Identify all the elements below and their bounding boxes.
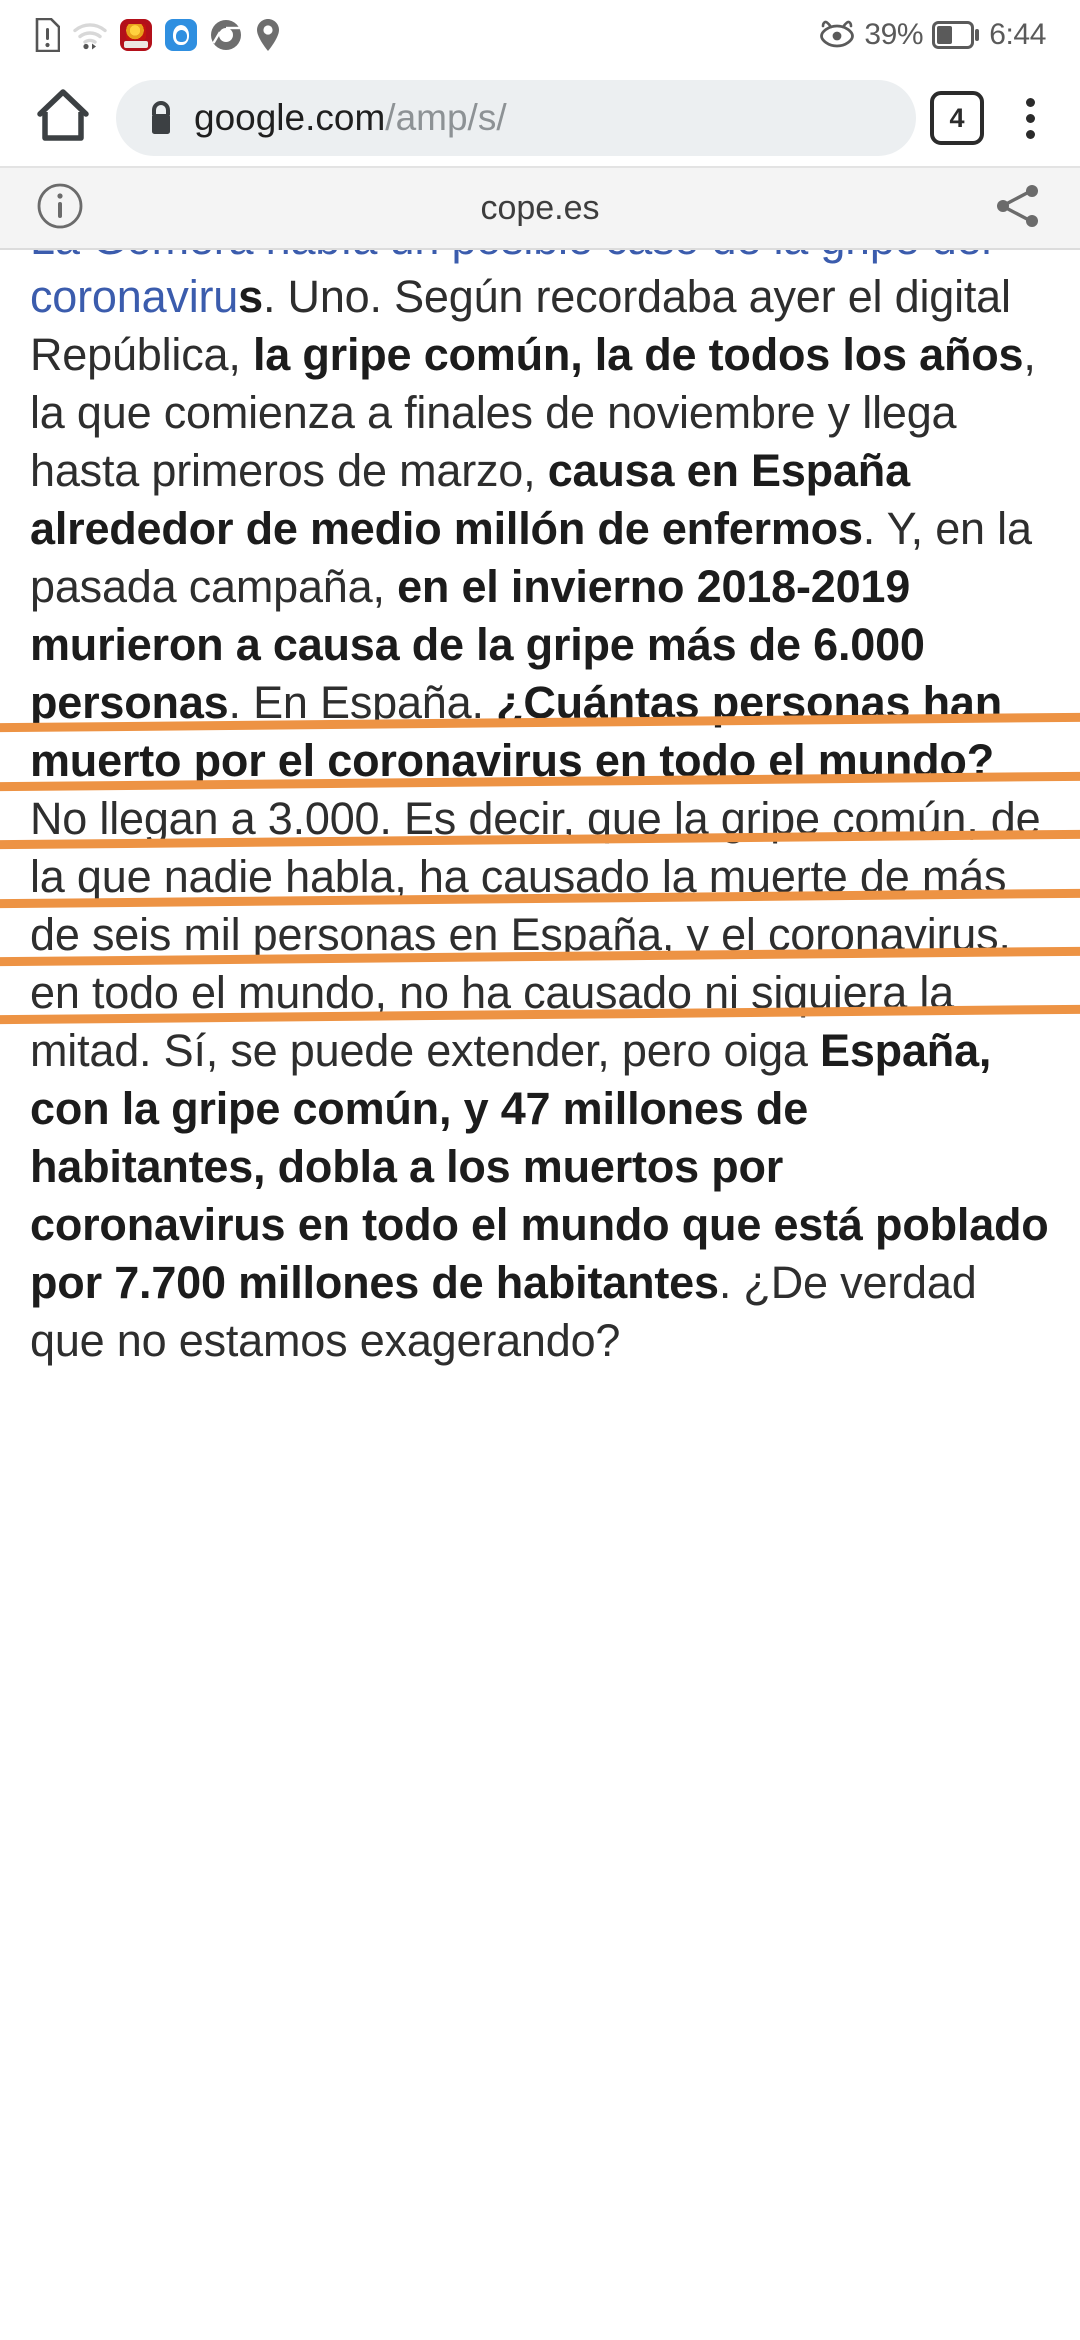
amp-viewer-bar: cope.es xyxy=(0,166,1080,250)
article-paragraph: La Gomera había un posible caso de la gr… xyxy=(30,250,1050,1370)
home-icon xyxy=(36,88,90,149)
lock-icon xyxy=(146,99,176,137)
status-bar-right: 39% 6:44 xyxy=(819,18,1046,52)
status-bar: 39% 6:44 xyxy=(0,0,1080,70)
article-content: La Gomera había un posible caso de la gr… xyxy=(0,250,1080,2340)
battery-percent: 39% xyxy=(864,18,924,51)
article-segment-normal: . Uno. Según recordaba ayer el digital R… xyxy=(30,271,1011,380)
menu-dot xyxy=(1025,113,1035,123)
article-segment-normal: , la que comienza a finales de noviembre… xyxy=(30,329,1036,496)
eye-comfort-icon xyxy=(819,20,855,50)
sim-alert-icon xyxy=(34,18,60,52)
article-segment-bold: España, con la gripe común, y 47 millone… xyxy=(30,1025,1049,1308)
tab-count-label: 4 xyxy=(949,102,965,133)
amp-origin-label: cope.es xyxy=(480,188,600,227)
article-segment-bold: la gripe común, la de todos los años xyxy=(252,329,1024,380)
wifi-icon xyxy=(73,20,107,50)
home-button[interactable] xyxy=(26,88,100,149)
share-icon[interactable] xyxy=(992,180,1044,237)
tab-switcher-button[interactable]: 4 xyxy=(930,91,984,145)
article-segment-bold: causa en España alrededor de medio milló… xyxy=(30,445,910,554)
info-icon[interactable] xyxy=(36,182,84,235)
address-bar[interactable]: google.com/amp/s/ xyxy=(116,80,916,156)
article-segment-link[interactable]: La Gomera había un posible caso de la gr… xyxy=(30,250,991,322)
menu-dot xyxy=(1025,97,1035,107)
status-bar-left xyxy=(34,18,281,52)
url-path: /amp/s/ xyxy=(385,97,507,138)
app-icon-red xyxy=(120,19,152,51)
article-segment-normal: . En España. xyxy=(228,677,497,728)
battery-icon xyxy=(932,21,980,49)
chrome-icon xyxy=(210,19,242,51)
article-segment-normal: . ¿De verdad que no estamos exagerando? xyxy=(30,1257,977,1366)
url-host: google.com xyxy=(194,97,386,138)
article-segment-bold: s xyxy=(238,271,263,322)
article-segment-normal: . Y, en la pasada campaña, xyxy=(30,503,1032,612)
overflow-menu-icon[interactable] xyxy=(1006,97,1054,139)
location-pin-icon xyxy=(255,18,281,52)
menu-dot xyxy=(1025,129,1035,139)
url-text: google.com/amp/s/ xyxy=(194,97,507,139)
article-segment-bold: en el invierno 2018-2019 murieron a caus… xyxy=(30,561,925,728)
browser-toolbar: google.com/amp/s/ 4 xyxy=(0,70,1080,166)
clock: 6:44 xyxy=(989,18,1046,51)
app-icon-blue xyxy=(165,19,197,51)
